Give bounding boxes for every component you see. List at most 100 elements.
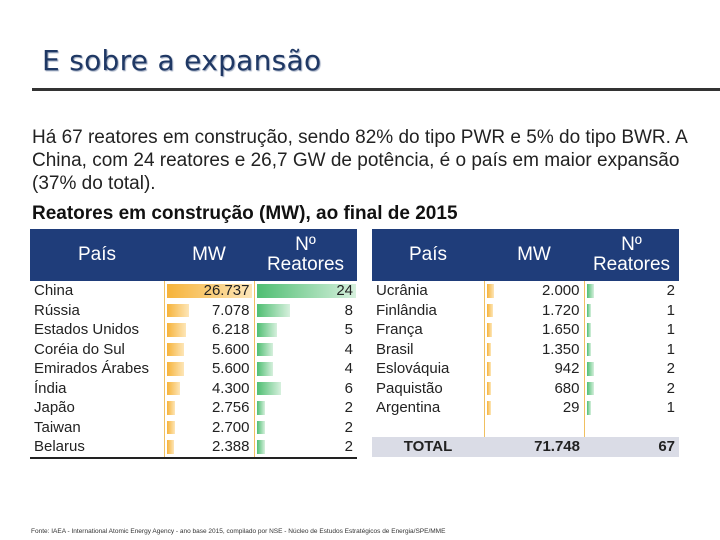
reactors-value: 2 [344,399,353,417]
reactors-value: 1 [666,399,675,417]
reactors-data-bar [586,284,595,298]
spacer-row [372,417,679,437]
mw-value: 1.350 [541,340,580,358]
reactors-table-left: País MW Nº Reatores China 26.737 24 Rússia 7… [30,229,357,459]
table-row: Estados Unidos 6.218 5 [30,320,357,340]
page-title: E sobre a expansão [42,44,322,77]
header-country: País [30,229,164,281]
reactors-value: 8 [344,301,353,319]
table-row: Finlândia 1.720 1 [372,300,679,320]
table-row: Emirados Árabes 5.600 4 [30,359,357,379]
mw-value: 4.300 [211,379,250,397]
mw-value: 6.218 [211,321,250,339]
table-row: Coréia do Sul 5.600 4 [30,339,357,359]
table-row: Índia 4.300 6 [30,378,357,398]
reactors-value: 2 [666,360,675,378]
mw-cell: 680 [483,378,584,398]
mw-data-bar [166,342,185,356]
reactors-cell: 4 [253,339,357,359]
title-divider [32,88,720,91]
total-row: TOTAL 71.748 67 [372,437,679,457]
mw-value: 29 [562,399,580,417]
reactors-value: 2 [666,282,675,300]
reactors-data-bar [256,284,356,298]
mw-cell: 1.720 [483,300,584,320]
reactors-data-bar [586,342,591,356]
reactors-cell: 2 [253,437,357,458]
country-cell: Taiwan [34,418,81,436]
mw-value: 1.720 [541,301,580,319]
reactors-data-bar [256,401,265,415]
mw-data-bar [166,401,176,415]
country-cell: Coréia do Sul [34,340,125,358]
mw-cell: 26.737 [163,281,254,301]
mw-data-bar [486,362,491,376]
country-cell: Ucrânia [376,282,428,300]
mw-cell: 942 [483,359,584,379]
reactors-cell: 6 [253,378,357,398]
mw-data-bar [166,420,176,434]
mw-data-bar [486,401,491,415]
reactors-cell: 2 [583,378,679,398]
header-reactors: Nº Reatores [584,229,679,281]
total-reactors: 67 [584,437,679,457]
reactors-data-bar [256,440,265,454]
mw-cell: 6.218 [163,320,254,340]
reactors-data-bar [586,323,591,337]
country-cell: Índia [34,379,67,397]
mw-cell: 2.700 [163,417,254,437]
mw-data-bar [166,381,181,395]
table-row: Argentina 29 1 [372,398,679,418]
table-row: Rússia 7.078 8 [30,300,357,320]
intro-paragraph: Há 67 reatores em construção, sendo 82% … [32,127,687,194]
reactors-cell: 2 [583,359,679,379]
reactors-data-bar [256,381,282,395]
reactors-value: 6 [344,379,353,397]
mw-data-bar [486,381,491,395]
country-cell: França [376,321,423,339]
mw-data-bar [486,303,493,317]
header-mw: MW [484,229,584,281]
mw-value: 26.737 [203,282,250,300]
mw-cell: 5.600 [163,339,254,359]
reactors-cell: 1 [583,398,679,418]
table-header-row: País MW Nº Reatores [372,229,679,281]
country-cell: Eslováquia [376,360,450,378]
mw-cell: 5.600 [163,359,254,379]
country-cell: Estados Unidos [34,321,140,339]
reactors-cell: 5 [253,320,357,340]
reactors-value: 5 [344,321,353,339]
mw-cell: 4.300 [163,378,254,398]
reactors-data-bar [586,362,595,376]
mw-value: 2.388 [211,438,250,456]
mw-cell: 1.350 [483,339,584,359]
mw-data-bar [486,342,492,356]
reactors-cell: 2 [253,398,357,418]
mw-data-bar [166,362,185,376]
reactors-data-bar [586,401,591,415]
table-row: Paquistão 680 2 [372,378,679,398]
reactors-value: 2 [344,418,353,436]
table-row: Brasil 1.350 1 [372,339,679,359]
country-cell: Brasil [376,340,414,358]
reactors-data-bar [256,342,273,356]
country-cell: Paquistão [376,379,443,397]
reactors-data-bar [586,303,591,317]
mw-value: 2.700 [211,418,250,436]
reactors-data-bar [256,323,278,337]
mw-cell: 2.388 [163,437,254,458]
reactors-data-bar [586,381,595,395]
reactors-cell: 1 [583,300,679,320]
table-header-row: País MW Nº Reatores [30,229,357,281]
reactors-cell: 4 [253,359,357,379]
reactors-cell: 2 [583,281,679,301]
mw-data-bar [166,440,175,454]
reactors-data-bar [256,420,265,434]
table-row: França 1.650 1 [372,320,679,340]
source-note: Fonte: IAEA - International Atomic Energ… [31,528,446,535]
mw-cell: 2.756 [163,398,254,418]
table-row: Japão 2.756 2 [30,398,357,418]
country-cell: Finlândia [376,301,437,319]
reactors-value: 4 [344,360,353,378]
header-country: País [372,229,484,281]
